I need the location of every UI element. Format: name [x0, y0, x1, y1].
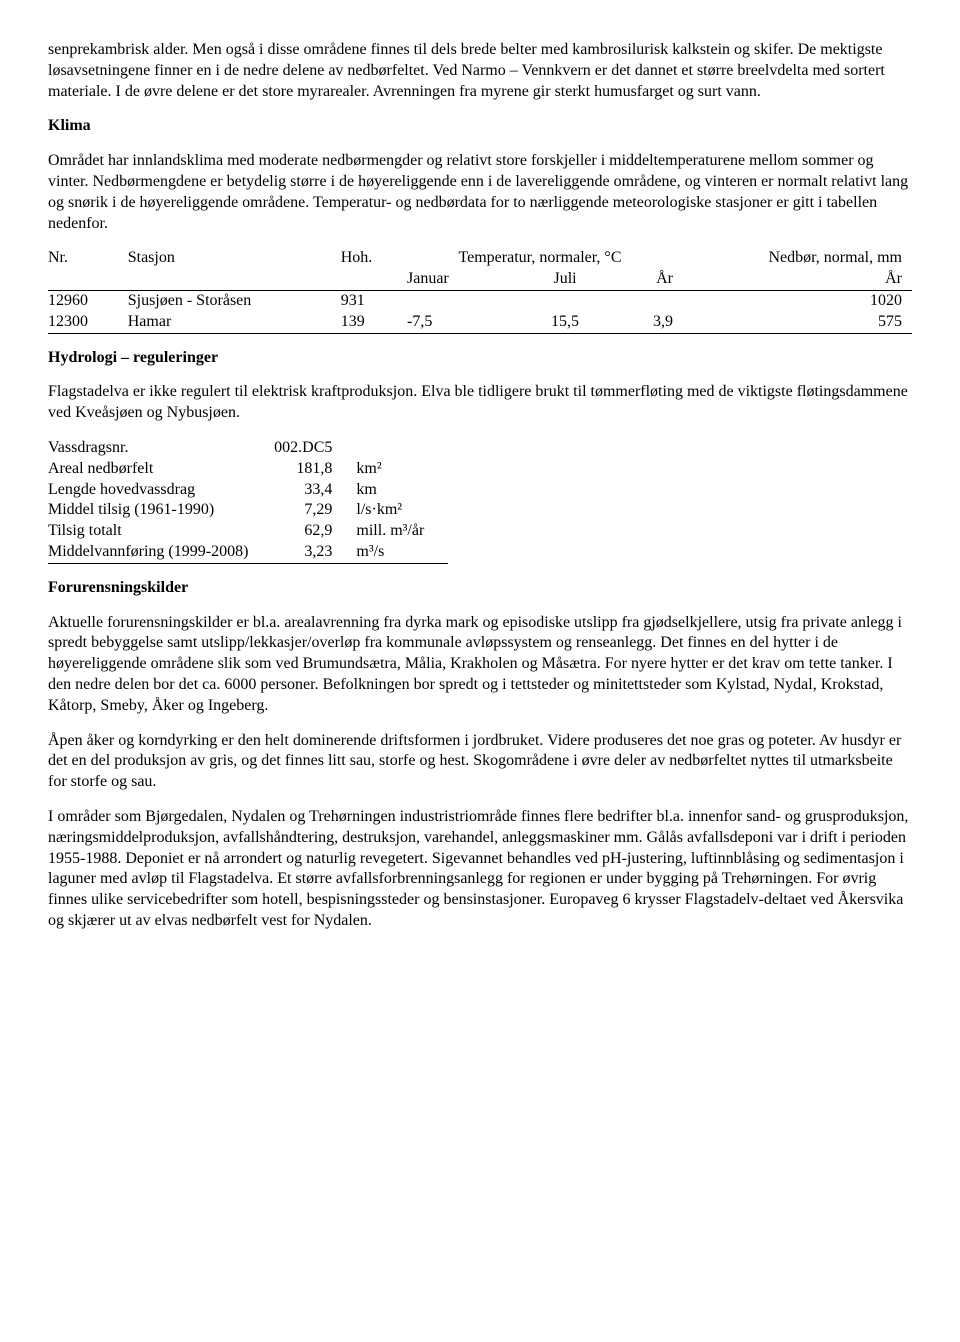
- cell-ar: [614, 290, 683, 311]
- col-ar2: År: [683, 269, 912, 290]
- cell-nr: 12300: [48, 312, 128, 333]
- table-header-row-1: Nr. Stasjon Hoh. Temperatur, normaler, °…: [48, 248, 912, 269]
- cell-label: Tilsig totalt: [48, 521, 272, 542]
- cell-unit: [356, 438, 448, 459]
- cell-jul: [526, 290, 614, 311]
- cell-hoh: 139: [341, 312, 407, 333]
- cell-jan: -7,5: [407, 312, 526, 333]
- cell-nb: 575: [683, 312, 912, 333]
- cell-label: Lengde hovedvassdrag: [48, 480, 272, 501]
- cell-unit: m³/s: [356, 542, 448, 563]
- section-hydro-heading: Hydrologi – reguleringer: [48, 348, 912, 369]
- table-row: 12300 Hamar 139 -7,5 15,5 3,9 575: [48, 312, 912, 333]
- cell-value: 002.DC5: [272, 438, 356, 459]
- section-forurens-heading: Forurensningskilder: [48, 578, 912, 599]
- forurens-paragraph-3: I områder som Bjørgedalen, Nydalen og Tr…: [48, 807, 912, 932]
- cell-label: Areal nedbørfelt: [48, 459, 272, 480]
- cell-label: Middel tilsig (1961-1990): [48, 500, 272, 521]
- cell-jul: 15,5: [526, 312, 614, 333]
- cell-nr: 12960: [48, 290, 128, 311]
- cell-ar: 3,9: [614, 312, 683, 333]
- cell-jan: [407, 290, 526, 311]
- cell-value: 33,4: [272, 480, 356, 501]
- cell-value: 62,9: [272, 521, 356, 542]
- col-ar: År: [614, 269, 683, 290]
- cell-nb: 1020: [683, 290, 912, 311]
- forurens-paragraph-1: Aktuelle forurensningskilder er bl.a. ar…: [48, 613, 912, 717]
- col-hoh: Hoh.: [341, 248, 407, 269]
- forurens-paragraph-2: Åpen åker og korndyrking er den helt dom…: [48, 731, 912, 793]
- table-row: Areal nedbørfelt 181,8 km²: [48, 459, 448, 480]
- hydro-paragraph: Flagstadelva er ikke regulert til elektr…: [48, 382, 912, 424]
- cell-label: Vassdragsnr.: [48, 438, 272, 459]
- cell-value: 181,8: [272, 459, 356, 480]
- intro-paragraph: senprekambrisk alder. Men også i disse o…: [48, 40, 912, 102]
- col-nedbor: Nedbør, normal, mm: [683, 248, 912, 269]
- table-row: Lengde hovedvassdrag 33,4 km: [48, 480, 448, 501]
- col-nr: Nr.: [48, 248, 128, 269]
- cell-unit: l/s·km²: [356, 500, 448, 521]
- col-jul: Juli: [526, 269, 614, 290]
- table-row: 12960 Sjusjøen - Storåsen 931 1020: [48, 290, 912, 311]
- hydro-table: Vassdragsnr. 002.DC5 Areal nedbørfelt 18…: [48, 438, 448, 564]
- cell-stasjon: Hamar: [128, 312, 341, 333]
- section-klima-heading: Klima: [48, 116, 912, 137]
- cell-unit: mill. m³/år: [356, 521, 448, 542]
- cell-stasjon: Sjusjøen - Storåsen: [128, 290, 341, 311]
- table-row: Vassdragsnr. 002.DC5: [48, 438, 448, 459]
- col-jan: Januar: [407, 269, 526, 290]
- col-stasjon: Stasjon: [128, 248, 341, 269]
- table-header-row-2: Januar Juli År År: [48, 269, 912, 290]
- table-row: Middel tilsig (1961-1990) 7,29 l/s·km²: [48, 500, 448, 521]
- col-temp: Temperatur, normaler, °C: [407, 248, 683, 269]
- table-row: Tilsig totalt 62,9 mill. m³/år: [48, 521, 448, 542]
- cell-unit: km²: [356, 459, 448, 480]
- table-row: Middelvannføring (1999-2008) 3,23 m³/s: [48, 542, 448, 563]
- cell-value: 7,29: [272, 500, 356, 521]
- klima-paragraph: Området har innlandsklima med moderate n…: [48, 151, 912, 234]
- cell-value: 3,23: [272, 542, 356, 563]
- cell-label: Middelvannføring (1999-2008): [48, 542, 272, 563]
- climate-table: Nr. Stasjon Hoh. Temperatur, normaler, °…: [48, 248, 912, 333]
- cell-unit: km: [356, 480, 448, 501]
- cell-hoh: 931: [341, 290, 407, 311]
